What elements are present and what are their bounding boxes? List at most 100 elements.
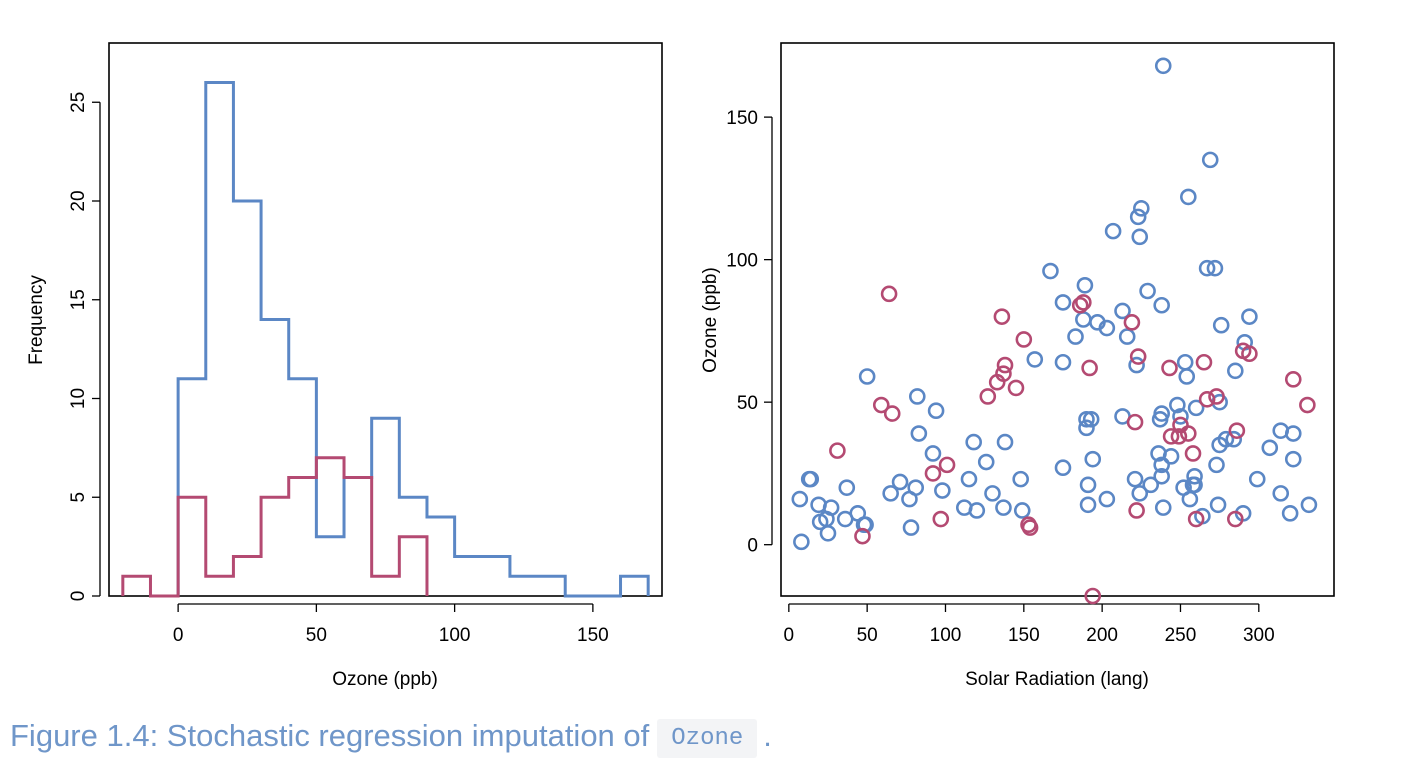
scatter-point-observed [1198,259,1216,277]
scatter-point-imputed [883,405,901,422]
scatter-point-observed [1201,151,1219,169]
scatter-point-observed [1098,490,1116,508]
y-tick-label: 150 [726,108,758,129]
scatter-point-observed [1248,470,1266,488]
scatter-point-observed [1084,450,1102,468]
scatter-point-observed [838,479,856,496]
x-tick-label: 0 [173,625,184,646]
scatter-point-imputed [1075,294,1092,311]
scatter-point-observed [1169,396,1186,414]
caption-text: Figure 1.4: Stochastic regression imputa… [10,718,650,753]
scatter-point-observed [1186,467,1203,485]
figure-caption: Figure 1.4: Stochastic regression imputa… [10,712,772,760]
scatter-point-observed [960,470,978,488]
scatter-point-observed [1075,311,1092,328]
scatter-point-observed [968,502,986,519]
y-tick-label: 15 [68,289,89,310]
scatter-point-observed [1284,425,1302,442]
scatter-point-observed [1078,410,1095,428]
scatter-point-observed [1114,302,1131,320]
scatter-point-imputed [1241,345,1258,363]
x-tick-label: 300 [1243,625,1275,646]
scatter-point-imputed [1071,296,1089,314]
scatter-point-observed [1054,459,1072,477]
scatter-point-imputed [1128,502,1145,519]
scatter-point-observed [1209,496,1227,514]
caption-suffix: . [763,718,772,753]
x-tick-label: 50 [306,625,327,646]
scatter-point-observed [1054,294,1072,311]
scatter-series-observed [791,57,1318,551]
scatter-point-imputed [829,442,846,459]
scatter-point-observed [995,499,1012,516]
scatter-point-observed [1241,308,1258,325]
scatter-point-observed [1281,505,1299,522]
scatter-point-observed [1131,228,1149,246]
scatter-point-observed [1153,405,1170,422]
scatter-point-imputed [1015,331,1033,348]
x-tick-label: 150 [1008,625,1040,646]
scatter-point-observed [965,433,982,451]
scatter-point-observed [908,388,926,405]
scatter-point-observed [1139,282,1156,300]
x-tick-label: 50 [857,625,878,646]
scatter-point-observed [1153,467,1170,485]
scatter-point-observed [1067,328,1084,345]
y-tick-label: 10 [68,388,89,409]
scatter-point-imputed [1162,428,1180,445]
plot-frame [108,42,663,597]
scatter-point-observed [1128,356,1145,374]
scatter-point-observed [1162,448,1180,465]
scatter-point-imputed [1084,587,1102,605]
scatter-point-observed [1142,476,1160,494]
y-tick-label: 20 [68,190,89,211]
x-tick-label: 0 [784,625,795,646]
scatter-point-imputed [880,285,898,303]
scatter-point-imputed [1129,348,1147,365]
scatter-point-imputed [854,527,871,545]
scatter-point-imputed [924,465,942,482]
scatter-point-observed [1208,456,1225,474]
scatter-point-imputed [1208,388,1225,405]
scatter-point-observed [1079,496,1097,514]
scatter-point-observed [924,445,942,462]
scatter-point-observed [819,524,837,542]
scatter-point-observed [1133,200,1150,217]
scatter-point-observed [1153,456,1170,474]
scatter-point-observed [1076,276,1094,294]
scatter-point-observed [1012,470,1029,488]
y-tick-label: 25 [68,92,89,113]
histogram-series-imputed [121,456,429,598]
scatter-point-observed [1217,430,1235,448]
scatter-point-observed [910,425,928,442]
scatter-point-observed [1225,430,1243,448]
scatter-point-imputed [1180,425,1197,442]
scatter-point-observed [1172,408,1189,425]
scatter-point-observed [1118,328,1136,345]
scatter-point-imputed [996,356,1014,374]
scatter-point-observed [1131,485,1149,502]
scatter-point-observed [1042,262,1059,280]
scatter-point-observed [927,402,945,420]
histogram-y-axis-label: Frequency [26,275,47,365]
scatter-point-observed [1186,476,1203,494]
scatter-point-observed [1026,351,1044,368]
scatter-point-imputed [1198,391,1216,408]
scatter-point-imputed [1227,510,1244,528]
scatter-point-observed [1300,496,1318,514]
scatter-point-imputed [1081,359,1098,377]
scatter-point-imputed [1299,396,1316,414]
histogram-panel: Frequency Ozone (ppb) 0 50 100 150 0 5 10 15 20 2… [26,42,663,690]
scatter-point-imputed [932,510,950,528]
x-tick-label: 200 [1086,625,1118,646]
scatter-point-observed [902,519,920,536]
scatter-point-imputed [1195,353,1213,371]
x-tick-label: 100 [439,625,471,646]
scatter-point-observed [1104,222,1122,240]
scatter-point-observed [1126,470,1144,488]
scatter-point-observed [1176,353,1194,371]
scatter-point-observed [1154,57,1172,75]
y-tick-label: 0 [68,591,89,602]
scatter-point-imputed [979,388,997,405]
scatter-point-observed [858,368,876,385]
